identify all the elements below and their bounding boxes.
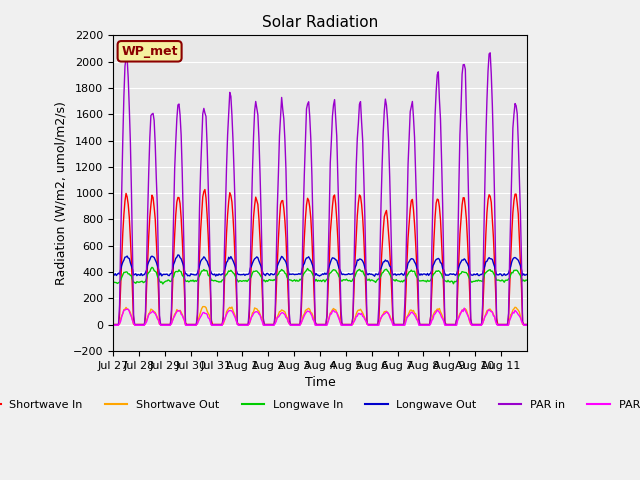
PAR in [322,322,330,327]
Shortwave In [109,322,117,327]
PAR in [466,251,474,256]
PAR out [404,313,412,319]
Longwave Out [136,273,144,278]
Shortwave In [521,322,529,327]
Longwave In [109,279,117,285]
Shortwave In [323,313,331,319]
Legend: Shortwave In, Shortwave Out, Longwave In, Longwave Out, PAR in, PAR out: Shortwave In, Shortwave Out, Longwave In… [0,396,640,415]
PAR out [322,323,330,328]
Longwave In [523,277,531,283]
Title: Solar Radiation: Solar Radiation [262,15,378,30]
Line: Longwave In: Longwave In [113,267,527,284]
Shortwave Out [467,322,475,327]
Longwave Out [523,272,531,277]
PAR in [109,322,117,327]
Longwave In [324,276,332,281]
Line: Longwave Out: Longwave Out [113,255,527,276]
Longwave Out [522,272,530,278]
Shortwave Out [136,322,144,327]
Line: PAR out: PAR out [113,308,527,325]
PAR out [109,323,117,328]
PAR out [523,323,531,328]
Longwave In [124,269,131,275]
Longwave In [468,279,476,285]
Shortwave In [201,187,209,192]
Longwave In [148,264,156,270]
PAR out [521,323,529,328]
PAR out [136,323,144,328]
Text: WP_met: WP_met [122,45,178,58]
Y-axis label: Radiation (W/m2, umol/m2/s): Radiation (W/m2, umol/m2/s) [54,101,67,285]
PAR in [523,322,531,327]
Shortwave Out [200,304,208,310]
Shortwave Out [109,322,117,327]
Shortwave Out [405,310,413,315]
Longwave Out [468,272,476,278]
Line: Shortwave In: Shortwave In [113,190,527,324]
Longwave In [522,277,530,283]
Shortwave In [136,322,144,327]
X-axis label: Time: Time [305,376,335,389]
Shortwave Out [323,320,331,326]
Longwave Out [174,252,182,258]
Longwave In [406,269,414,275]
PAR in [136,322,144,327]
PAR out [467,321,475,327]
Shortwave In [405,221,413,227]
PAR in [124,55,131,61]
Longwave Out [124,253,131,259]
Longwave Out [371,273,378,279]
PAR in [521,322,529,327]
Longwave Out [109,271,117,277]
Longwave In [136,279,144,285]
Shortwave In [124,194,131,200]
Line: Shortwave Out: Shortwave Out [113,307,527,324]
Shortwave Out [124,306,131,312]
Shortwave In [467,319,475,325]
Shortwave Out [523,322,531,327]
Line: PAR in: PAR in [113,53,527,324]
PAR out [460,305,468,311]
Longwave Out [406,257,414,263]
Longwave In [159,281,166,287]
PAR out [124,306,131,312]
Shortwave Out [521,322,529,327]
Longwave Out [323,271,331,276]
PAR in [486,50,494,56]
Shortwave In [523,322,531,327]
PAR in [404,161,412,167]
